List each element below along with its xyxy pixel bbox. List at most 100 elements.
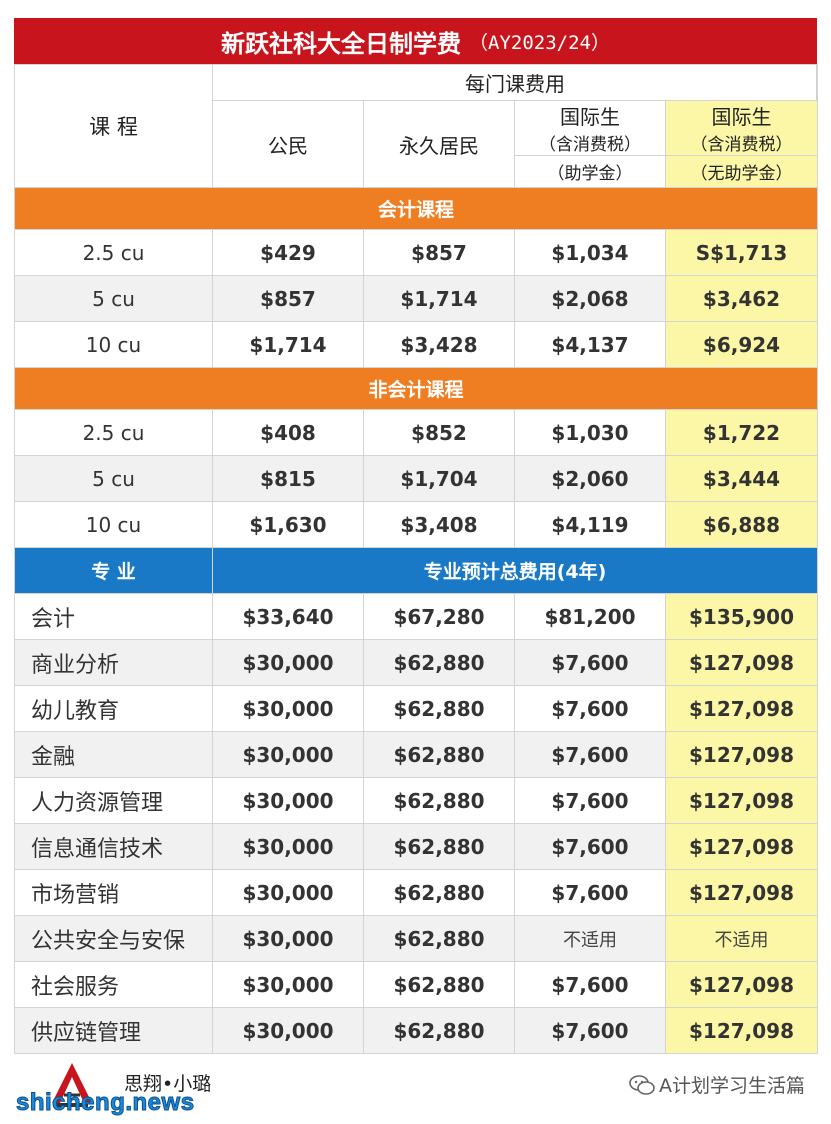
table-row: 2.5 cu $408 $852 $1,030 $1,722 <box>14 409 818 456</box>
table-row: 金融 $30,000 $62,880 $7,600 $127,098 <box>14 731 818 778</box>
fee-table: 课 程 每门课费用 公民 永久居民 国际生 国际生 （含消费税） （含消费税） … <box>14 64 818 1054</box>
wechat-icon <box>629 1074 655 1095</box>
row-name: 人力资源管理 <box>14 777 213 824</box>
cell-intl-unsub: $127,098 <box>665 961 818 1008</box>
header-citizen: 公民 <box>212 100 364 188</box>
header-intl-subsidized-line2: （含消费税） <box>514 130 666 156</box>
table-row: 2.5 cu $429 $857 $1,034 S$1,713 <box>14 229 818 276</box>
row-name: 5 cu <box>14 275 213 322</box>
page-subtitle: （AY2023/24） <box>469 31 610 54</box>
header-pr: 永久居民 <box>363 100 515 188</box>
table-row: 供应链管理 $30,000 $62,880 $7,600 $127,098 <box>14 1007 818 1054</box>
cell-intl-unsub: $3,444 <box>665 455 818 502</box>
header-intl-subsidized-line1: 国际生 <box>514 100 666 130</box>
row-name: 幼儿教育 <box>14 685 213 732</box>
cell-intl-sub: $7,600 <box>514 639 666 686</box>
cell-intl-sub: 不适用 <box>514 915 666 962</box>
header-intl-unsubsidized-line3: （无助学金） <box>665 155 818 188</box>
majors-label: 专 业 <box>14 547 213 594</box>
header-intl-subsidized-line3: （助学金） <box>514 155 666 188</box>
table-row: 信息通信技术 $30,000 $62,880 $7,600 $127,098 <box>14 823 818 870</box>
cell-intl-unsub: $127,098 <box>665 869 818 916</box>
cell-pr: $3,428 <box>363 321 515 368</box>
row-name: 市场营销 <box>14 869 213 916</box>
row-name: 社会服务 <box>14 961 213 1008</box>
site-watermark: shicheng.news <box>16 1089 195 1117</box>
cell-intl-sub: $7,600 <box>514 777 666 824</box>
cell-pr: $3,408 <box>363 501 515 548</box>
cell-citizen: $30,000 <box>212 823 364 870</box>
cell-citizen: $408 <box>212 409 364 456</box>
row-name: 2.5 cu <box>14 409 213 456</box>
cell-pr: $67,280 <box>363 593 515 640</box>
cell-pr: $62,880 <box>363 731 515 778</box>
cell-intl-sub: $2,068 <box>514 275 666 322</box>
table-row: 社会服务 $30,000 $62,880 $7,600 $127,098 <box>14 961 818 1008</box>
cell-intl-unsub: $1,722 <box>665 409 818 456</box>
brand-name: 思翔•小璐 <box>124 1073 212 1095</box>
cell-citizen: $30,000 <box>212 961 364 1008</box>
footer: 思翔•小璐 shicheng.news A计划学习生活篇 <box>14 1053 817 1117</box>
section-accounting: 会计课程 <box>14 187 818 230</box>
cell-pr: $62,880 <box>363 961 515 1008</box>
cell-intl-unsub: $127,098 <box>665 685 818 732</box>
table-row: 5 cu $857 $1,714 $2,068 $3,462 <box>14 275 818 322</box>
cell-intl-sub: $81,200 <box>514 593 666 640</box>
cell-citizen: $815 <box>212 455 364 502</box>
title-bar: 新跃社科大全日制学费 （AY2023/24） <box>14 18 817 64</box>
cell-intl-sub: $1,034 <box>514 229 666 276</box>
section-majors: 专业预计总费用(4年) <box>212 547 818 594</box>
table-row: 商业分析 $30,000 $62,880 $7,600 $127,098 <box>14 639 818 686</box>
cell-pr: $62,880 <box>363 869 515 916</box>
wechat-account-name: A计划学习生活篇 <box>659 1075 805 1097</box>
table-row: 人力资源管理 $30,000 $62,880 $7,600 $127,098 <box>14 777 818 824</box>
cell-intl-sub: $7,600 <box>514 961 666 1008</box>
header-course: 课 程 <box>14 64 213 188</box>
cell-intl-sub: $7,600 <box>514 685 666 732</box>
cell-intl-sub: $4,137 <box>514 321 666 368</box>
cell-intl-unsub: $6,924 <box>665 321 818 368</box>
cell-pr: $62,880 <box>363 823 515 870</box>
row-name: 公共安全与安保 <box>14 915 213 962</box>
cell-pr: $852 <box>363 409 515 456</box>
header-intl-unsubsidized-line1: 国际生 <box>665 100 818 130</box>
table-row: 会计 $33,640 $67,280 $81,200 $135,900 <box>14 593 818 640</box>
cell-pr: $1,704 <box>363 455 515 502</box>
table-row: 5 cu $815 $1,704 $2,060 $3,444 <box>14 455 818 502</box>
row-name: 金融 <box>14 731 213 778</box>
cell-citizen: $429 <box>212 229 364 276</box>
row-name: 5 cu <box>14 455 213 502</box>
section-non-accounting: 非会计课程 <box>14 367 818 410</box>
row-name: 10 cu <box>14 501 213 548</box>
table-row: 10 cu $1,630 $3,408 $4,119 $6,888 <box>14 501 818 548</box>
school-logo-icon <box>52 1063 92 1107</box>
wechat-account: A计划学习生活篇 <box>629 1071 805 1098</box>
cell-pr: $62,880 <box>363 639 515 686</box>
cell-intl-sub: $4,119 <box>514 501 666 548</box>
cell-citizen: $1,630 <box>212 501 364 548</box>
cell-citizen: $30,000 <box>212 915 364 962</box>
cell-intl-unsub: $135,900 <box>665 593 818 640</box>
cell-pr: $62,880 <box>363 685 515 732</box>
table-row: 幼儿教育 $30,000 $62,880 $7,600 $127,098 <box>14 685 818 732</box>
cell-intl-unsub: $127,098 <box>665 731 818 778</box>
cell-intl-sub: $7,600 <box>514 1007 666 1054</box>
cell-intl-sub: $7,600 <box>514 731 666 778</box>
table-row: 市场营销 $30,000 $62,880 $7,600 $127,098 <box>14 869 818 916</box>
cell-intl-unsub: $127,098 <box>665 639 818 686</box>
cell-intl-unsub: $3,462 <box>665 275 818 322</box>
cell-pr: $62,880 <box>363 1007 515 1054</box>
header-per-course-fee: 每门课费用 <box>212 64 818 101</box>
cell-intl-unsub: $127,098 <box>665 1007 818 1054</box>
cell-intl-unsub: 不适用 <box>665 915 818 962</box>
cell-citizen: $30,000 <box>212 731 364 778</box>
cell-intl-unsub: $127,098 <box>665 777 818 824</box>
page-title: 新跃社科大全日制学费 <box>221 29 462 58</box>
cell-intl-unsub: S$1,713 <box>665 229 818 276</box>
cell-citizen: $30,000 <box>212 685 364 732</box>
row-name: 供应链管理 <box>14 1007 213 1054</box>
cell-intl-sub: $7,600 <box>514 869 666 916</box>
cell-pr: $62,880 <box>363 915 515 962</box>
table-row: 10 cu $1,714 $3,428 $4,137 $6,924 <box>14 321 818 368</box>
row-name: 2.5 cu <box>14 229 213 276</box>
